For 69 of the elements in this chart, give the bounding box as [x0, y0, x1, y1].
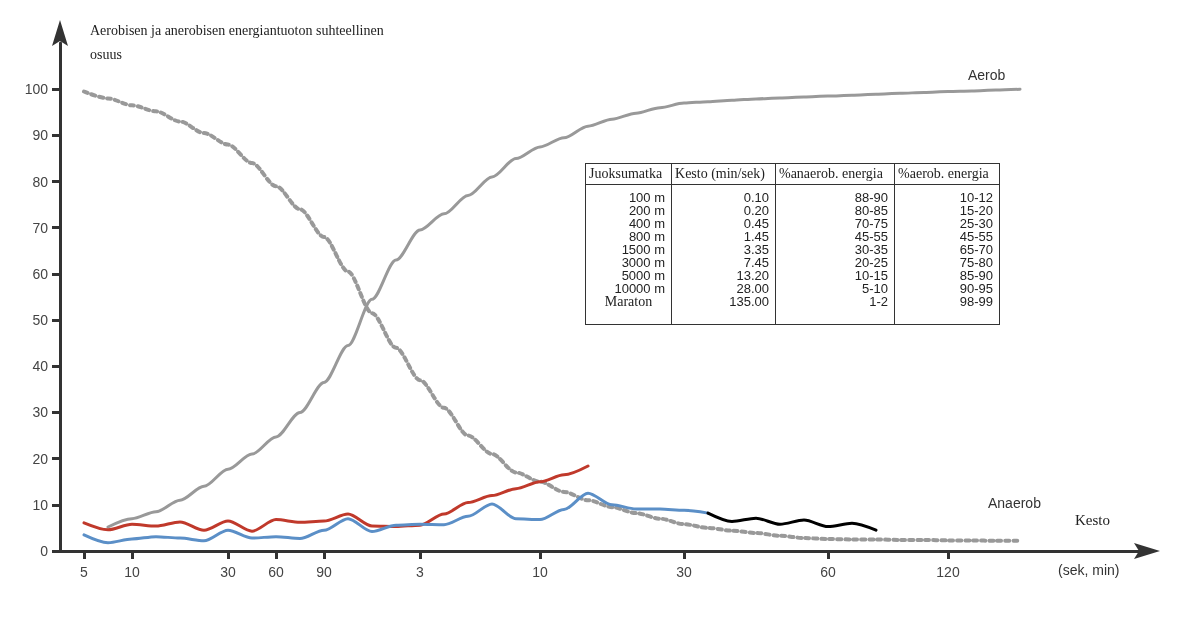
annotation: 1500 m [585, 242, 672, 257]
annotation: 20-25 [775, 255, 895, 270]
annotation: 45-55 [775, 229, 895, 244]
line-series [82, 464, 590, 533]
text: (sek, min) [1058, 562, 1120, 578]
annotation: Juoksumatka [585, 163, 672, 185]
annotation: 85-90 [894, 268, 1000, 283]
annotation: Maraton [585, 294, 672, 325]
annotation: 100 m [585, 184, 672, 205]
annotation: 98-99 [894, 294, 1000, 325]
x-tick-label: 3 [416, 564, 425, 580]
y-tick-label: 40 [32, 358, 49, 375]
annotation: %aerob. energia [894, 163, 1000, 185]
annotation: 3000 m [585, 255, 672, 270]
annotation: 5-10 [775, 281, 895, 296]
annotation: 10-12 [894, 184, 1000, 205]
annotation: 10-15 [775, 268, 895, 283]
x-tick-label: 90 [316, 564, 332, 580]
annotation: %anaerob. energia [775, 163, 895, 185]
y-tick-label: 100 [24, 81, 49, 98]
annotation: 90-95 [894, 281, 1000, 296]
y-axis-title: Aerobisen ja anerobisen energiantuoton suhteellinen osuus [90, 22, 388, 62]
x-tick-label: 30 [676, 564, 692, 580]
text: Anaerob [988, 494, 1042, 511]
y-tick-label: 30 [32, 404, 49, 421]
annotation: 30-35 [775, 242, 895, 257]
annotation: 1-2 [775, 294, 895, 325]
annotation: 0.10 [671, 184, 776, 205]
annotation: 13.20 [671, 268, 776, 283]
annotation: 70-75 [775, 216, 895, 231]
annotation: 0.20 [671, 203, 776, 218]
x-tick-label: 60 [268, 564, 284, 580]
y-tick-label: 20 [32, 450, 49, 467]
annotation: 45-55 [894, 229, 1000, 244]
x-axis-title: Kesto [1075, 511, 1110, 528]
y-tick-label: 70 [32, 219, 49, 236]
annotation: Kesto (min/sek) [671, 163, 776, 185]
x-tick-label: 5 [80, 564, 89, 580]
y-tick-label: 0 [40, 543, 49, 559]
line-series [706, 511, 878, 532]
y-tick-label: 10 [32, 496, 49, 513]
annotation: 0.45 [671, 216, 776, 231]
annotation: 28.00 [671, 281, 776, 296]
annotation: 200 m [585, 203, 672, 218]
x-tick-label: 10 [124, 564, 140, 580]
annotation: 75-80 [894, 255, 1000, 270]
annotation: 65-70 [894, 242, 1000, 257]
annotation: 7.45 [671, 255, 776, 270]
annotation: 10000 m [585, 281, 672, 296]
annotation: 135.00 [671, 294, 776, 325]
annotation: 3.35 [671, 242, 776, 257]
y-tick-label: 50 [32, 312, 49, 329]
annotation: 80-85 [775, 203, 895, 218]
annotation: 88-90 [775, 184, 895, 205]
annotation: 1.45 [671, 229, 776, 244]
y-tick-label: 60 [32, 265, 49, 282]
annotation: 800 m [585, 229, 672, 244]
annotation: 25-30 [894, 216, 1000, 231]
y-tick-label: 90 [32, 127, 49, 144]
annotation: 5000 m [585, 268, 672, 283]
x-tick-label: 60 [820, 564, 836, 580]
y-tick-label: 80 [32, 173, 49, 190]
annotation: 15-20 [894, 203, 1000, 218]
annotation: 400 m [585, 216, 672, 231]
x-tick-label: 10 [532, 564, 548, 580]
line-series [82, 491, 710, 545]
x-tick-label: 30 [220, 564, 236, 580]
series-label: Aerob [968, 67, 1006, 84]
x-tick-label: 120 [936, 564, 960, 580]
